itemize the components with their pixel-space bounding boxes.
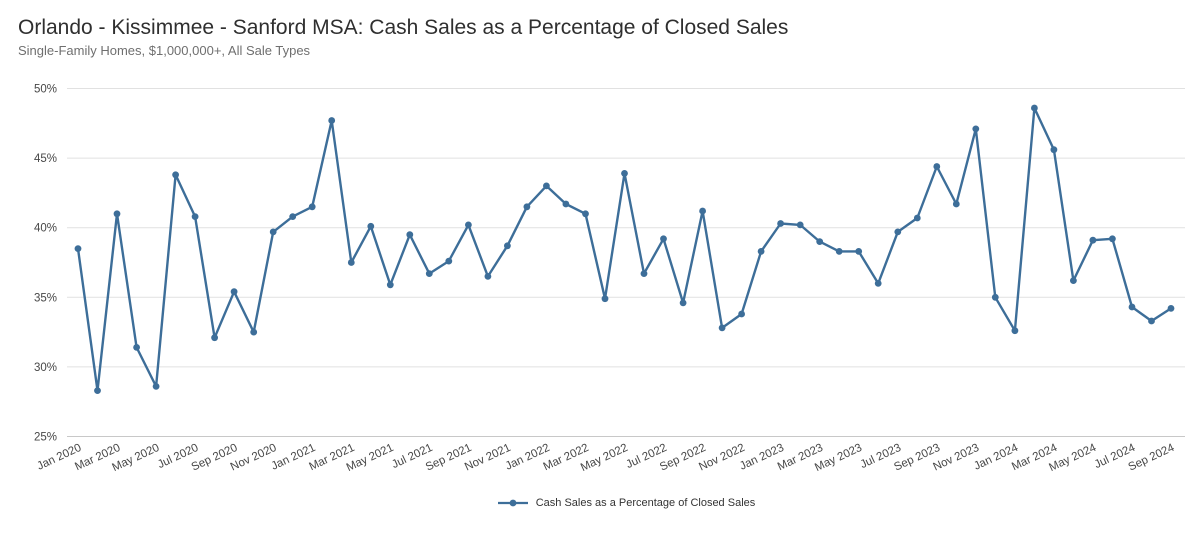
data-point[interactable]	[113, 210, 121, 218]
data-point[interactable]	[1128, 303, 1136, 311]
data-point[interactable]	[777, 220, 784, 227]
y-tick-label: 40%	[34, 223, 57, 235]
data-point[interactable]	[562, 200, 570, 208]
data-point[interactable]	[913, 214, 921, 222]
data-point[interactable]	[445, 257, 453, 265]
data-point[interactable]	[523, 203, 531, 211]
data-point[interactable]	[230, 288, 238, 296]
y-tick-label: 35%	[34, 292, 57, 304]
data-point[interactable]	[1148, 317, 1155, 325]
data-point[interactable]	[582, 210, 589, 218]
data-point[interactable]	[757, 248, 765, 255]
data-point[interactable]	[933, 163, 941, 170]
y-tick-label: 30%	[34, 362, 57, 374]
data-point[interactable]	[894, 228, 902, 236]
data-point[interactable]	[406, 231, 414, 239]
data-point[interactable]	[972, 125, 980, 133]
data-point[interactable]	[308, 203, 316, 211]
data-point[interactable]	[816, 238, 824, 246]
data-point[interactable]	[874, 280, 882, 287]
data-point[interactable]	[152, 383, 160, 390]
data-point[interactable]	[952, 200, 960, 208]
data-point[interactable]	[621, 170, 628, 177]
data-point[interactable]	[1109, 235, 1116, 243]
data-point[interactable]	[640, 270, 648, 277]
legend-label: Cash Sales as a Percentage of Closed Sal…	[535, 497, 756, 509]
data-point[interactable]	[1070, 277, 1077, 284]
data-point[interactable]	[74, 245, 82, 253]
y-tick-label: 50%	[34, 84, 57, 96]
data-point[interactable]	[504, 242, 511, 250]
data-point[interactable]	[347, 259, 355, 266]
data-point[interactable]	[601, 295, 609, 303]
data-point[interactable]	[465, 221, 472, 229]
data-point[interactable]	[1011, 327, 1019, 335]
data-point[interactable]	[738, 310, 745, 318]
data-point[interactable]	[250, 328, 258, 336]
data-point[interactable]	[328, 117, 336, 124]
data-point[interactable]	[133, 344, 141, 351]
data-point[interactable]	[991, 293, 999, 301]
data-point[interactable]	[855, 248, 863, 255]
data-point[interactable]	[191, 213, 199, 221]
data-point[interactable]	[367, 222, 375, 230]
series-line	[76, 106, 1173, 392]
data-point[interactable]	[660, 235, 667, 243]
data-point[interactable]	[425, 270, 433, 277]
chart-header: Orlando - Kissimmee - Sanford MSA: Cash …	[18, 16, 1182, 58]
data-point[interactable]	[1089, 236, 1097, 244]
data-point[interactable]	[699, 207, 706, 215]
data-point[interactable]	[269, 228, 277, 236]
data-point[interactable]	[1167, 305, 1175, 312]
data-point[interactable]	[484, 273, 492, 280]
data-point[interactable]	[835, 248, 843, 255]
data-point[interactable]	[679, 299, 687, 307]
data-point[interactable]	[172, 171, 180, 179]
data-point[interactable]	[211, 334, 219, 342]
chart-legend: Cash Sales as a Percentage of Closed Sal…	[67, 497, 1185, 509]
data-point[interactable]	[718, 324, 726, 332]
page-title: Orlando - Kissimmee - Sanford MSA: Cash …	[18, 16, 789, 39]
legend-line-marker-icon	[497, 499, 528, 507]
data-point[interactable]	[94, 387, 101, 394]
data-point[interactable]	[543, 182, 550, 190]
data-point[interactable]	[1050, 146, 1058, 154]
data-point[interactable]	[1031, 104, 1038, 112]
y-tick-label: 45%	[34, 153, 57, 165]
data-point[interactable]	[386, 281, 394, 289]
page-subtitle: Single-Family Homes, $1,000,000+, All Sa…	[18, 43, 311, 59]
data-point[interactable]	[289, 213, 297, 221]
data-point[interactable]	[796, 221, 804, 229]
y-tick-label: 25%	[34, 432, 57, 444]
